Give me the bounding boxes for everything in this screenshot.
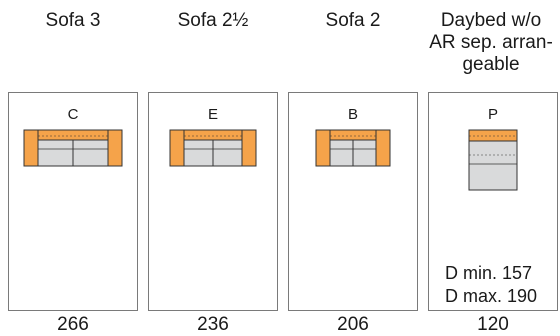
daybed-code: P (487, 106, 498, 123)
daybed-title: Daybed w/o AR sep. arran- geable (429, 10, 553, 75)
sofa-2-width: 206 (337, 314, 369, 335)
sofa-2-half-code: E (207, 106, 218, 123)
daybed-icon (468, 129, 518, 191)
daybed-depth-max: D max. 190 (445, 286, 538, 306)
sofa-2-title: Sofa 2 (325, 10, 381, 31)
sofa-2-code: B (347, 106, 358, 123)
daybed-card[interactable]: P D min. 157 D max. 190 (428, 92, 558, 311)
sofa-2-card[interactable]: B (288, 92, 418, 311)
daybed-depth-min: D min. 157 (445, 263, 533, 283)
sofa-3-code: C (67, 106, 79, 123)
daybed-width: 120 (477, 314, 509, 335)
sofa-2-half-width: 236 (197, 314, 229, 335)
three-seat-sofa-icon (23, 129, 123, 167)
sofa-3-title: Sofa 3 (45, 10, 101, 31)
sofa-3-width: 266 (57, 314, 89, 335)
sofa-3-card[interactable]: C (8, 92, 138, 311)
two-and-half-seat-sofa-icon (169, 129, 257, 167)
sofa-2-half-title: Sofa 2½ (177, 10, 249, 31)
sofa-2-half-card[interactable]: E (148, 92, 278, 311)
two-seat-sofa-icon (315, 129, 391, 167)
